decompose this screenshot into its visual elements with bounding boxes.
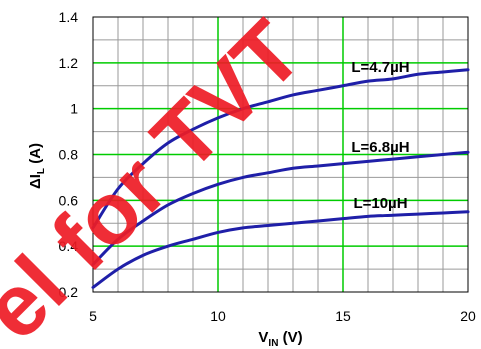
y-tick-label: 0.2 <box>59 284 79 300</box>
series-line-1 <box>91 68 470 230</box>
watermark: el for TVT <box>0 1 320 349</box>
y-tick-label: 0.6 <box>59 192 79 208</box>
plot-frame <box>92 16 469 293</box>
x-axis-title: VIN (V) <box>258 329 302 349</box>
x-tick-label: 10 <box>210 308 226 324</box>
tick-labels: 5 10 15 20 0.2 0.4 0.6 0.8 1 1.2 1.4 <box>59 9 476 324</box>
y-tick-label: 0.8 <box>59 147 79 163</box>
x-tick-label: 15 <box>335 308 351 324</box>
series-label-1: L=4.7µH <box>351 59 409 76</box>
y-axis-title-sub: L <box>36 168 47 174</box>
y-axis-title: ΔIL (A) <box>27 143 47 189</box>
series-label-3: L=10µH <box>353 195 407 212</box>
y-tick-label: 1.2 <box>59 55 79 71</box>
y-axis-title-unit: (A) <box>27 143 44 168</box>
y-axis-title-prefix: ΔI <box>27 174 44 189</box>
x-axis-title-main: V <box>258 329 268 346</box>
x-axis-title-sub: IN <box>268 338 278 349</box>
x-tick-label: 20 <box>460 308 476 324</box>
y-tick-label: 1 <box>70 101 78 117</box>
x-axis-title-unit: (V) <box>278 329 302 346</box>
series-label-2: L=6.8µH <box>351 139 409 156</box>
series-line-3 <box>91 210 470 289</box>
series-layer <box>91 68 470 289</box>
y-tick-label: 1.4 <box>59 9 79 25</box>
series-line-2 <box>91 150 470 266</box>
y-tick-label: 0.4 <box>59 238 79 254</box>
x-tick-label: 5 <box>89 308 97 324</box>
series-labels: L=4.7µH L=6.8µH L=10µH <box>351 59 409 212</box>
